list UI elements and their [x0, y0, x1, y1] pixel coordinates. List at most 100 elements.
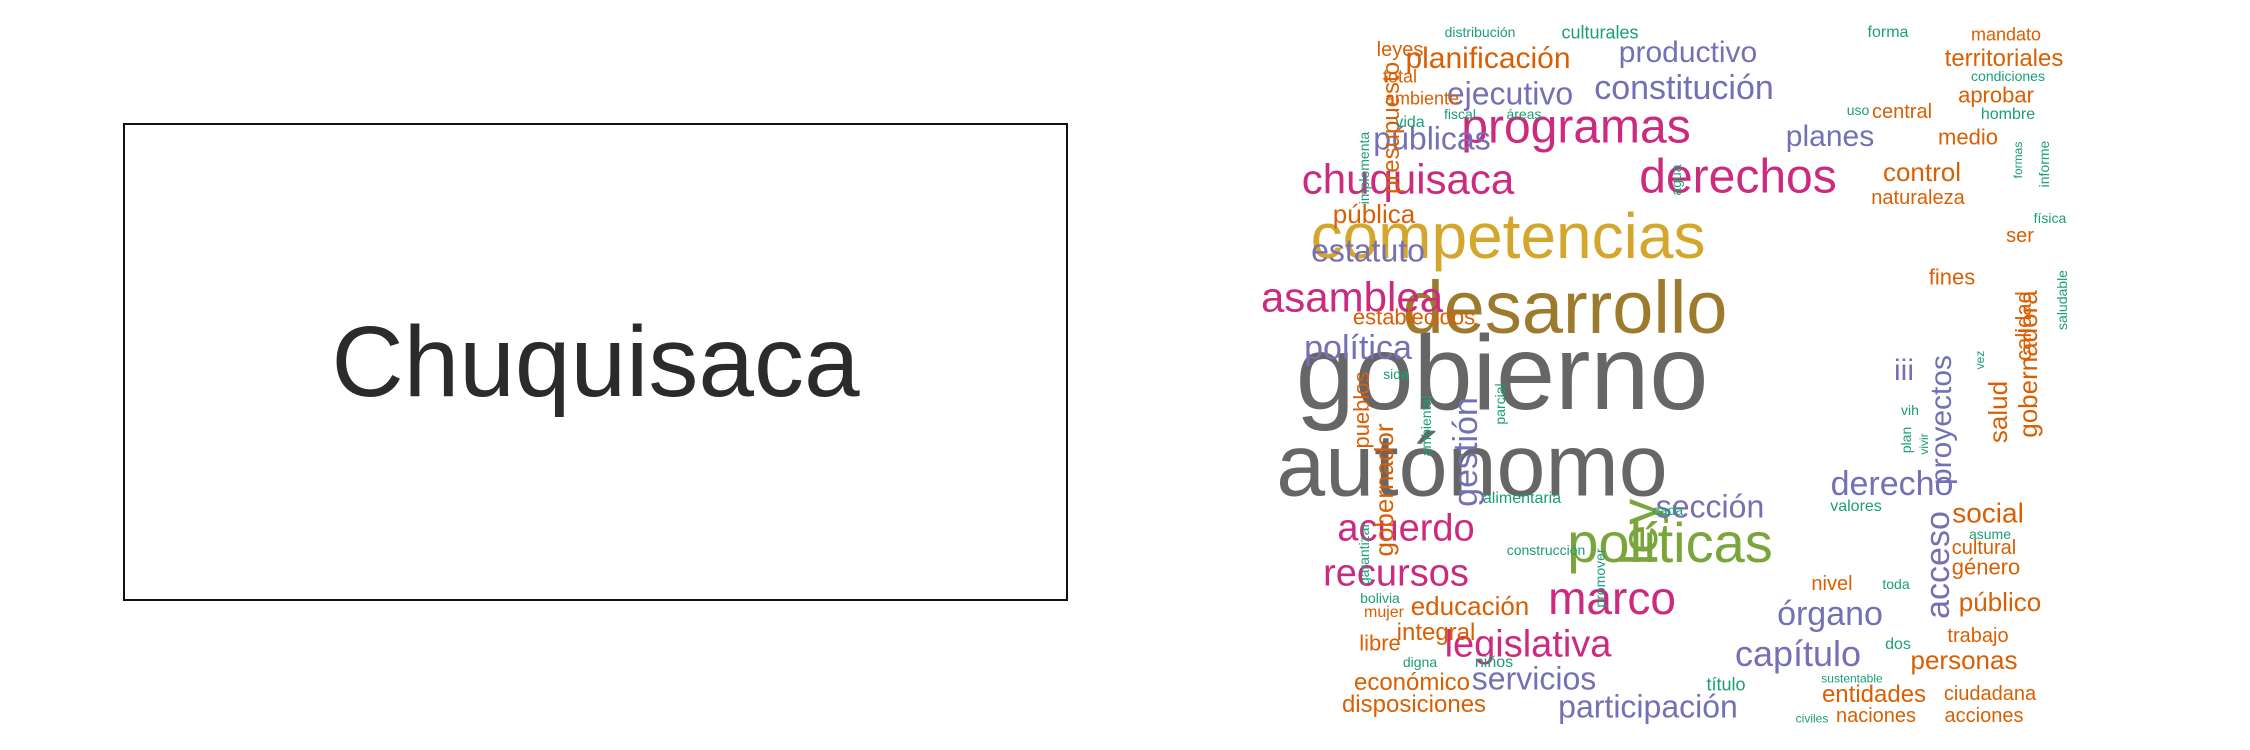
word-cloud-word: control [1882, 157, 1962, 188]
word-cloud-word: públicas [1373, 120, 1491, 157]
word-cloud-word: física [2033, 209, 2067, 226]
page-title: Chuquisaca [331, 305, 860, 418]
word-cloud-word: título [1706, 674, 1746, 695]
word-cloud-word: garantizar [1356, 522, 1372, 586]
word-cloud-word: vivir [1917, 433, 1931, 455]
word-cloud-word: ejecutivo [1446, 75, 1574, 112]
word-cloud-word: legislativa [1444, 623, 1612, 666]
word-cloud-word: mujer [1363, 604, 1405, 622]
word-cloud-word: acciones [1944, 705, 2024, 727]
word-cloud-word: sustentable [1821, 671, 1883, 686]
word-cloud-word: formas [2011, 141, 2025, 179]
word-cloud-word: económico [1353, 668, 1471, 696]
word-cloud-word: planes [1785, 120, 1875, 153]
word-cloud-word: fines [1928, 264, 1976, 290]
word-cloud-word: civiles [1795, 711, 1829, 726]
word-cloud-word: saludable [2054, 270, 2070, 330]
word-cloud-word: competencias [1310, 199, 1706, 272]
word-cloud-word: cada [1652, 501, 1684, 518]
word-cloud-word: construcción [1506, 541, 1586, 558]
word-cloud-word: vida [1395, 114, 1425, 132]
word-cloud-word: asume [1968, 525, 2012, 542]
word-cloud-word: disposiciones [1341, 690, 1487, 718]
word-cloud-word: fiscal [1444, 105, 1476, 122]
word-cloud-word: dos [1885, 636, 1911, 654]
word-cloud-word: género [1951, 554, 2021, 580]
word-cloud-word: social [1952, 497, 2024, 529]
word-cloud-word: medio [1938, 124, 1998, 150]
word-cloud-word: productivo [1618, 36, 1758, 69]
word-cloud-word: pueblos [1349, 371, 1374, 449]
word-cloud-word: alimentaria [1482, 490, 1562, 508]
word-cloud-word: personas [1910, 645, 2018, 676]
word-cloud-word: integral [1396, 618, 1476, 646]
word-cloud-word: educación [1410, 591, 1530, 622]
title-box: Chuquisaca [123, 123, 1068, 601]
word-cloud-word: parcial [1492, 383, 1508, 425]
word-cloud-word: libre [1359, 630, 1401, 656]
word-cloud-word: forma [1867, 24, 1909, 42]
word-cloud-word: asamblea [1260, 273, 1444, 321]
word-cloud-word: aprobar [1958, 82, 2034, 108]
word-cloud-word: calidad [2011, 291, 2036, 361]
word-cloud-word: plan [1898, 426, 1914, 454]
word-cloud-word: culturales [1561, 22, 1639, 43]
word-cloud-word: ser [2006, 225, 2034, 247]
word-cloud-word: entidades [1821, 680, 1927, 708]
word-cloud-word: leyes [1376, 39, 1424, 61]
word-cloud-word: total [1382, 66, 1418, 87]
word-cloud-word: derechos [1639, 150, 1837, 204]
word-cloud-word: recursos [1323, 552, 1469, 595]
word-cloud-word: central [1871, 101, 1933, 123]
word-cloud-word: gobierno [1295, 314, 1709, 433]
word-cloud-word: desarrollo [1402, 265, 1728, 349]
word-cloud-word: política [1304, 328, 1412, 367]
word-cloud-word: servicios [1471, 660, 1597, 697]
word-cloud-word: establecidos [1352, 304, 1476, 330]
word-cloud-word: vih [1901, 401, 1919, 418]
word-cloud-word: territoriales [1944, 44, 2064, 72]
word-cloud-word: políticas [1567, 511, 1773, 575]
word-cloud-word: informe [2036, 140, 2052, 188]
word-cloud-word: sección [1655, 488, 1765, 525]
word-cloud-word: acuerdo [1337, 507, 1475, 550]
word-cloud-word: naciones [1835, 705, 1917, 727]
word-cloud-word: condiciones [1971, 67, 2045, 84]
word-cloud-word: salud [1983, 380, 2013, 444]
word-cloud-word: distribución [1444, 23, 1516, 40]
word-cloud-word: implementa [1356, 131, 1372, 205]
word-cloud-word: naturaleza [1871, 187, 1965, 209]
word-cloud-word: mandato [1970, 24, 2042, 45]
word-cloud-word: estatuto [1311, 232, 1425, 269]
word-cloud-word: vez [1973, 350, 1987, 370]
word-cloud-word: público [1958, 587, 2042, 618]
word-cloud-word: digna [1402, 653, 1438, 670]
word-cloud-word: pública [1332, 199, 1416, 230]
word-cloud-word: cultural [1951, 537, 2017, 559]
word-cloud-word: áreas [1506, 105, 1542, 122]
word-cloud-word: nivel [1811, 573, 1853, 595]
word-cloud-word: proyectos [1925, 354, 1958, 486]
word-cloud-word: hombre [1980, 106, 2036, 124]
word-cloud-word: chuquisaca [1301, 155, 1515, 203]
word-cloud-word: constitución [1594, 68, 1774, 107]
word-cloud-word: planificación [1405, 42, 1571, 75]
word-cloud-word: ambiente [1384, 88, 1460, 109]
word-cloud-word: órgano [1777, 594, 1883, 633]
word-cloud-word: programas [1461, 100, 1691, 154]
word-cloud-word: acceso [1919, 511, 1957, 619]
word-cloud-word: sida [1383, 365, 1409, 382]
word-cloud-word: ciudadana [1943, 683, 2037, 705]
word-cloud-word: niños [1474, 654, 1514, 672]
word-cloud-word: iii [1894, 354, 1914, 387]
word-cloud-word: bolivia [1360, 589, 1400, 606]
word-cloud-word: participación [1558, 688, 1738, 725]
word-cloud-word: promover [1592, 548, 1608, 608]
word-cloud-word: valores [1830, 498, 1882, 516]
word-cloud-word: capítulo [1734, 633, 1862, 675]
word-cloud-word: gestión [1447, 397, 1485, 507]
word-cloud-word: marco [1548, 572, 1676, 625]
word-cloud-word: uso [1846, 101, 1870, 118]
word-cloud-word: derecho [1830, 464, 1954, 503]
